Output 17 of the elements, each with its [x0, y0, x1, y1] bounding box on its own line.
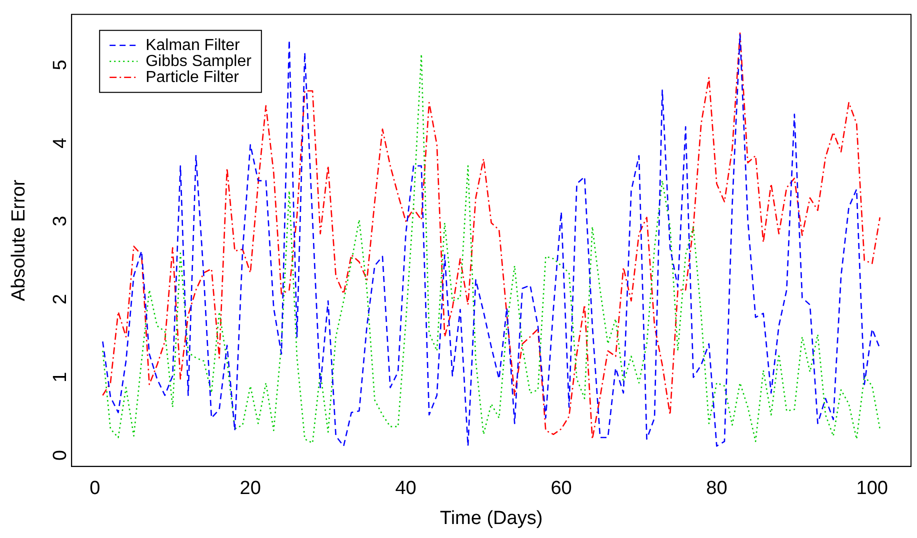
- y-tick-label: 4: [50, 137, 71, 148]
- y-tick-label: 0: [50, 450, 71, 461]
- x-tick-label: 80: [706, 478, 728, 500]
- x-tick-label: 0: [90, 478, 100, 500]
- x-tick-label: 60: [550, 478, 572, 500]
- x-tick-label: 40: [395, 478, 416, 500]
- x-axis-title: Time (Days): [440, 508, 543, 529]
- y-tick-label: 3: [50, 216, 71, 226]
- legend-label: Particle Filter: [146, 68, 240, 86]
- y-axis-title: Absolute Error: [8, 179, 30, 302]
- legend-label: Gibbs Sampler: [146, 52, 252, 70]
- y-tick-label: 5: [50, 60, 71, 70]
- x-tick-label: 20: [240, 478, 261, 500]
- y-tick-label: 2: [50, 294, 71, 304]
- y-tick-label: 1: [50, 372, 71, 383]
- legend-label: Kalman Filter: [146, 36, 241, 54]
- x-tick-label: 100: [856, 478, 888, 500]
